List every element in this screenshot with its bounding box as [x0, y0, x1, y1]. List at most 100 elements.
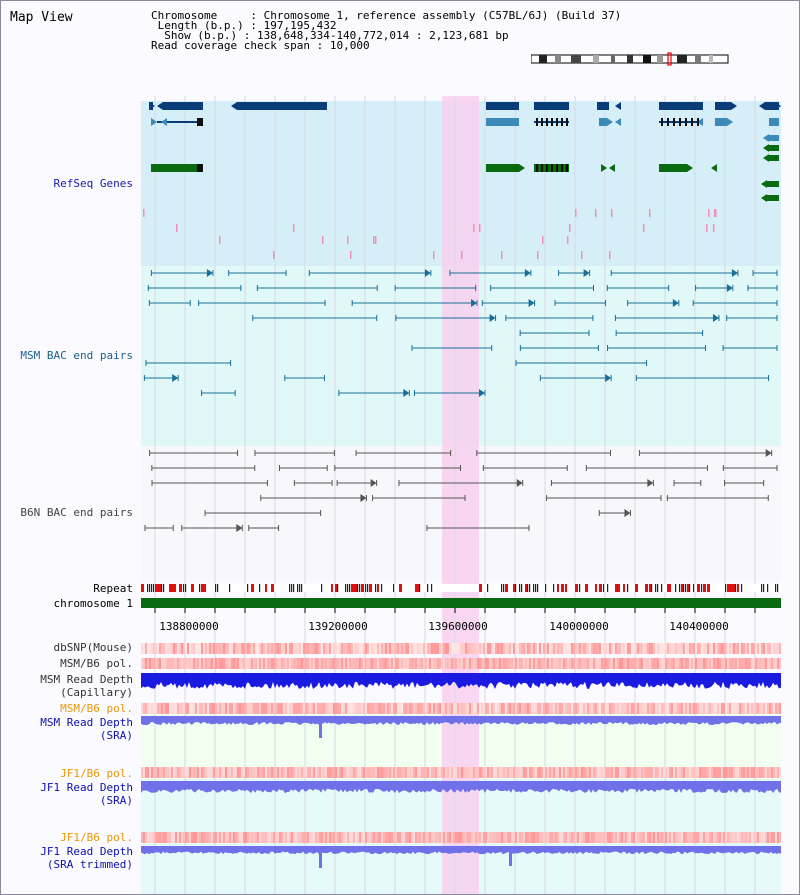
exon	[561, 118, 563, 126]
repeat-element	[297, 584, 299, 592]
heat-cell	[371, 767, 373, 778]
heat-cell	[289, 658, 291, 669]
gene-feature	[715, 102, 731, 110]
heat-cell	[213, 658, 215, 669]
heat-cell	[455, 643, 457, 654]
repeat-element	[767, 584, 769, 592]
heat-cell	[579, 703, 581, 714]
repeat-element	[173, 584, 176, 592]
heat-cell	[425, 643, 427, 654]
heat-cell	[467, 643, 469, 654]
heat-cell	[683, 643, 685, 654]
heat-cell	[725, 658, 727, 669]
heat-cell	[751, 767, 753, 778]
heat-cell	[145, 703, 147, 714]
repeat-track[interactable]	[141, 584, 781, 592]
heat-cell	[565, 767, 567, 778]
heat-cell	[179, 658, 181, 669]
heat-cell	[295, 767, 297, 778]
heat-cell	[175, 658, 177, 669]
heat-cell	[197, 658, 199, 669]
heat-cell	[719, 767, 721, 778]
heat-cell	[285, 658, 287, 669]
read-depth-tracks[interactable]	[141, 673, 781, 868]
heat-cell	[435, 832, 437, 843]
heat-cell	[391, 703, 393, 714]
heat-cell	[261, 643, 263, 654]
strand-arrow	[528, 299, 535, 307]
heat-cell	[733, 643, 735, 654]
heat-cell	[639, 703, 641, 714]
chromosome-ideogram[interactable]	[531, 52, 731, 66]
heat-cell	[675, 643, 677, 654]
heat-cell	[273, 703, 275, 714]
heat-cell	[213, 703, 215, 714]
refseq-genes-track[interactable]	[143, 102, 781, 259]
heat-cell	[585, 658, 587, 669]
heat-cell	[609, 767, 611, 778]
polymorphism-heat-tracks[interactable]	[141, 643, 781, 843]
heat-cell	[271, 767, 273, 778]
heat-cell	[481, 767, 483, 778]
heat-cell	[381, 767, 383, 778]
repeat-element	[259, 584, 261, 592]
heat-cell	[361, 832, 363, 843]
heat-cell	[641, 658, 643, 669]
label-chromosome: chromosome 1	[53, 597, 133, 610]
strand-arrow	[775, 102, 781, 110]
b6n-bac-track[interactable]	[144, 449, 778, 532]
heat-cell	[509, 767, 511, 778]
heat-cell	[341, 767, 343, 778]
heat-cell	[575, 643, 577, 654]
heat-cell	[295, 832, 297, 843]
heat-cell	[377, 703, 379, 714]
heat-cell	[681, 832, 683, 843]
heat-cell	[399, 658, 401, 669]
heat-cell	[615, 832, 617, 843]
heat-cell	[299, 703, 301, 714]
heat-cell	[383, 767, 385, 778]
heat-cell	[727, 832, 729, 843]
heat-cell	[745, 703, 747, 714]
heat-cell	[419, 767, 421, 778]
heat-cell	[273, 643, 275, 654]
heat-cell	[493, 832, 495, 843]
heat-cell	[539, 767, 541, 778]
heat-cell	[199, 767, 201, 778]
heat-cell	[377, 658, 379, 669]
genome-track-panel[interactable]	[141, 96, 783, 894]
heat-cell	[337, 658, 339, 669]
strand-arrow	[727, 118, 733, 126]
heat-cell	[763, 658, 765, 669]
chromosome-track[interactable]	[141, 598, 781, 613]
heat-cell	[499, 643, 501, 654]
heat-cell	[339, 703, 341, 714]
repeat-element	[681, 584, 684, 592]
heat-cell	[715, 643, 717, 654]
heat-cell	[391, 643, 393, 654]
heat-cell	[701, 832, 703, 843]
heat-cell	[697, 658, 699, 669]
heat-cell	[523, 832, 525, 843]
heat-cell	[163, 658, 165, 669]
heat-cell	[747, 658, 749, 669]
gene-feature	[237, 102, 327, 110]
heat-cell	[627, 658, 629, 669]
heat-cell	[241, 658, 243, 669]
heat-cell	[211, 832, 213, 843]
repeat-element	[739, 584, 741, 592]
heat-cell	[611, 643, 613, 654]
heat-cell	[313, 832, 315, 843]
heat-cell	[187, 643, 189, 654]
heat-cell	[705, 832, 707, 843]
heat-cell	[569, 767, 571, 778]
heat-cell	[369, 658, 371, 669]
heat-cell	[347, 832, 349, 843]
msm-bac-track[interactable]	[143, 269, 778, 397]
heat-cell	[247, 643, 249, 654]
heat-cell	[765, 658, 767, 669]
repeat-element	[435, 584, 438, 592]
heat-cell	[177, 703, 179, 714]
heat-cell	[723, 658, 725, 669]
repeat-element	[737, 584, 740, 592]
